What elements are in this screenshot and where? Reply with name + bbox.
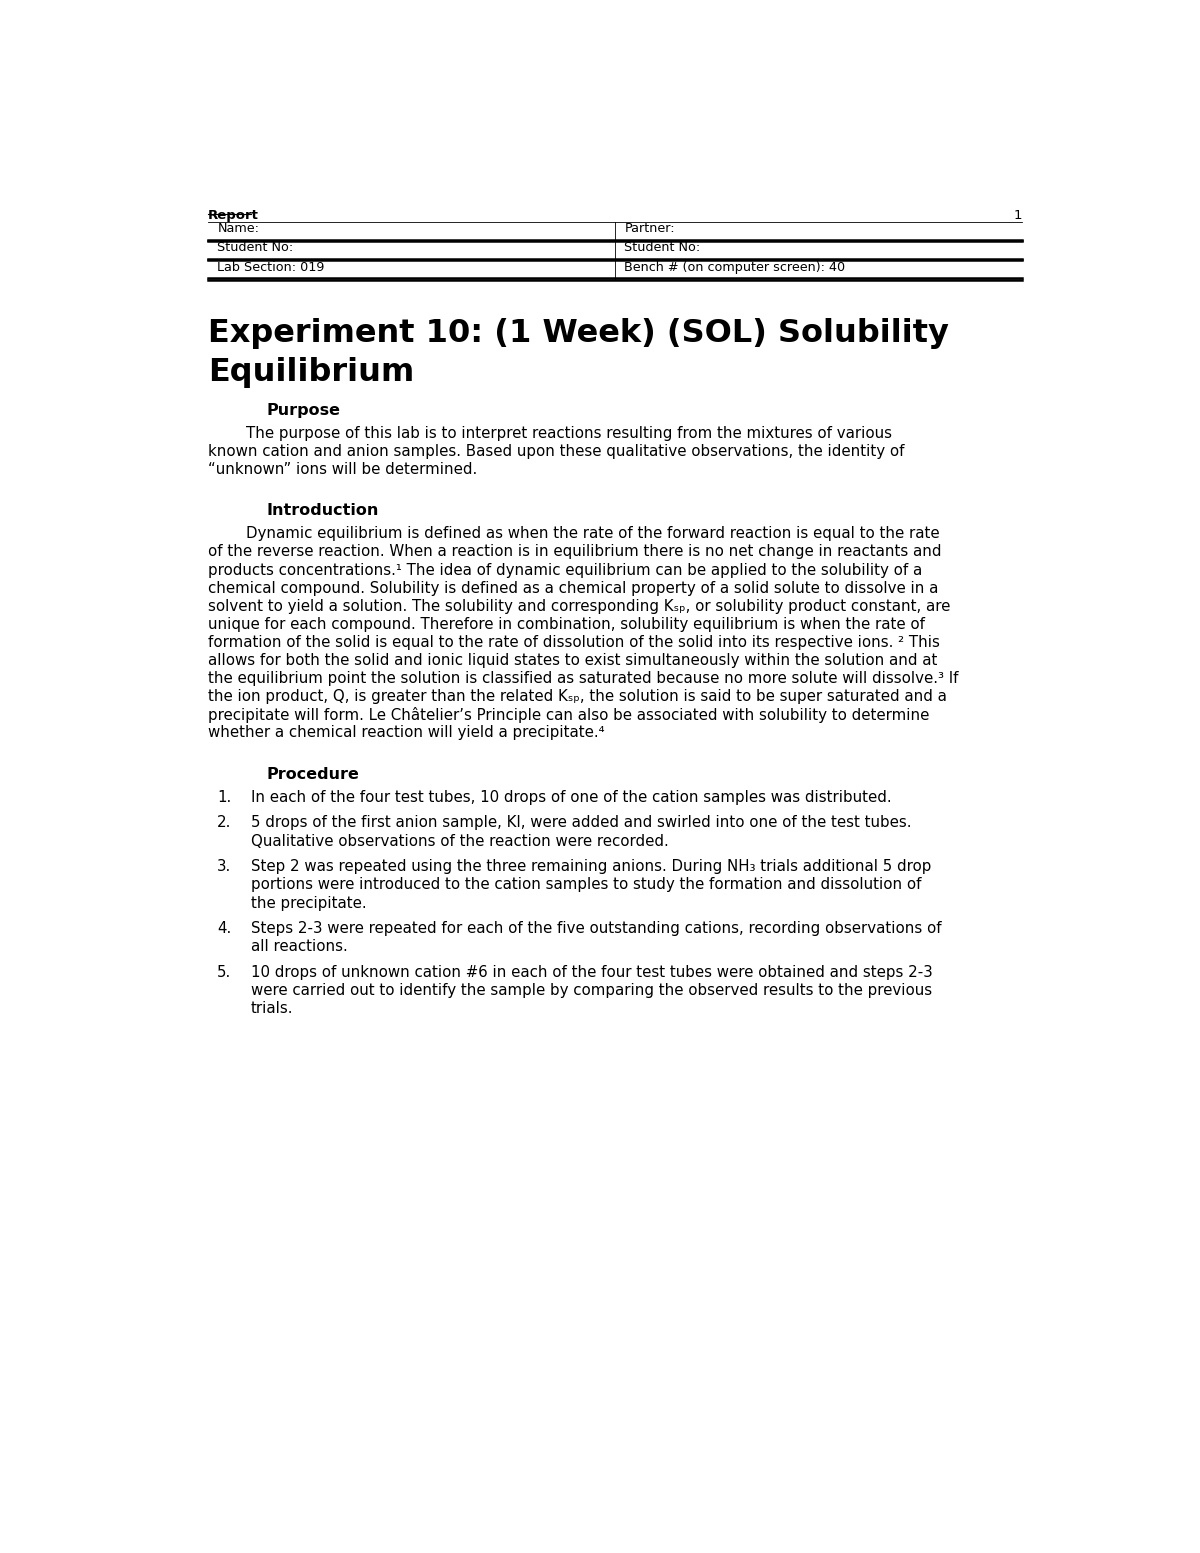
Text: “unknown” ions will be determined.: “unknown” ions will be determined.: [208, 463, 478, 477]
Text: formation of the solid is equal to the rate of dissolution of the solid into its: formation of the solid is equal to the r…: [208, 635, 940, 649]
Text: Name:: Name:: [217, 222, 259, 235]
Text: were carried out to identify the sample by comparing the observed results to the: were carried out to identify the sample …: [251, 983, 932, 999]
Text: the equilibrium point the solution is classified as saturated because no more so: the equilibrium point the solution is cl…: [208, 671, 959, 686]
Text: allows for both the solid and ionic liquid states to exist simultaneously within: allows for both the solid and ionic liqu…: [208, 652, 937, 668]
Text: the ion product, Q, is greater than the related Kₛₚ, the solution is said to be : the ion product, Q, is greater than the …: [208, 690, 947, 704]
Text: products concentrations.¹ The idea of dynamic equilibrium can be applied to the : products concentrations.¹ The idea of dy…: [208, 562, 923, 578]
Text: Student No:: Student No:: [217, 241, 294, 255]
Text: In each of the four test tubes, 10 drops of one of the cation samples was distri: In each of the four test tubes, 10 drops…: [251, 789, 892, 804]
Text: Steps 2-3 were repeated for each of the five outstanding cations, recording obse: Steps 2-3 were repeated for each of the …: [251, 921, 941, 936]
Text: 1: 1: [1013, 210, 1022, 222]
Text: Equilibrium: Equilibrium: [208, 357, 414, 388]
Text: Report: Report: [208, 210, 259, 222]
Text: Dynamic equilibrium is defined as when the rate of the forward reaction is equal: Dynamic equilibrium is defined as when t…: [208, 526, 940, 542]
Text: 5 drops of the first anion sample, KI, were added and swirled into one of the te: 5 drops of the first anion sample, KI, w…: [251, 815, 911, 831]
Text: Bench # (on computer screen): 40: Bench # (on computer screen): 40: [624, 261, 846, 273]
Text: 1.: 1.: [217, 789, 232, 804]
Text: solvent to yield a solution. The solubility and corresponding Kₛₚ, or solubility: solvent to yield a solution. The solubil…: [208, 599, 950, 613]
Text: of the reverse reaction. When a reaction is in equilibrium there is no net chang: of the reverse reaction. When a reaction…: [208, 545, 942, 559]
Text: portions were introduced to the cation samples to study the formation and dissol: portions were introduced to the cation s…: [251, 877, 922, 893]
Text: 5.: 5.: [217, 966, 232, 980]
Text: Qualitative observations of the reaction were recorded.: Qualitative observations of the reaction…: [251, 834, 668, 848]
Text: 2.: 2.: [217, 815, 232, 831]
Text: all reactions.: all reactions.: [251, 940, 348, 955]
Text: 4.: 4.: [217, 921, 232, 936]
Text: Step 2 was repeated using the three remaining anions. During NH₃ trials addition: Step 2 was repeated using the three rema…: [251, 859, 931, 874]
Text: the precipitate.: the precipitate.: [251, 896, 366, 910]
Text: The purpose of this lab is to interpret reactions resulting from the mixtures of: The purpose of this lab is to interpret …: [208, 426, 892, 441]
Text: trials.: trials.: [251, 1002, 293, 1016]
Text: Procedure: Procedure: [266, 767, 359, 781]
Text: Purpose: Purpose: [266, 402, 341, 418]
Text: Partner:: Partner:: [624, 222, 674, 235]
Text: whether a chemical reaction will yield a precipitate.⁴: whether a chemical reaction will yield a…: [208, 725, 605, 741]
Text: Student No:: Student No:: [624, 241, 701, 255]
Text: Experiment 10: (1 Week) (SOL) Solubility: Experiment 10: (1 Week) (SOL) Solubility: [208, 318, 949, 349]
Text: precipitate will form. Le Châtelier’s Principle can also be associated with solu: precipitate will form. Le Châtelier’s Pr…: [208, 707, 930, 724]
Text: known cation and anion samples. Based upon these qualitative observations, the i: known cation and anion samples. Based up…: [208, 444, 905, 460]
Text: chemical compound. Solubility is defined as a chemical property of a solid solut: chemical compound. Solubility is defined…: [208, 581, 938, 596]
Text: Introduction: Introduction: [266, 503, 379, 519]
Text: Lab Section: 019: Lab Section: 019: [217, 261, 325, 273]
Text: 10 drops of unknown cation #6 in each of the four test tubes were obtained and s: 10 drops of unknown cation #6 in each of…: [251, 966, 932, 980]
Text: 3.: 3.: [217, 859, 232, 874]
Text: unique for each compound. Therefore in combination, solubility equilibrium is wh: unique for each compound. Therefore in c…: [208, 617, 925, 632]
